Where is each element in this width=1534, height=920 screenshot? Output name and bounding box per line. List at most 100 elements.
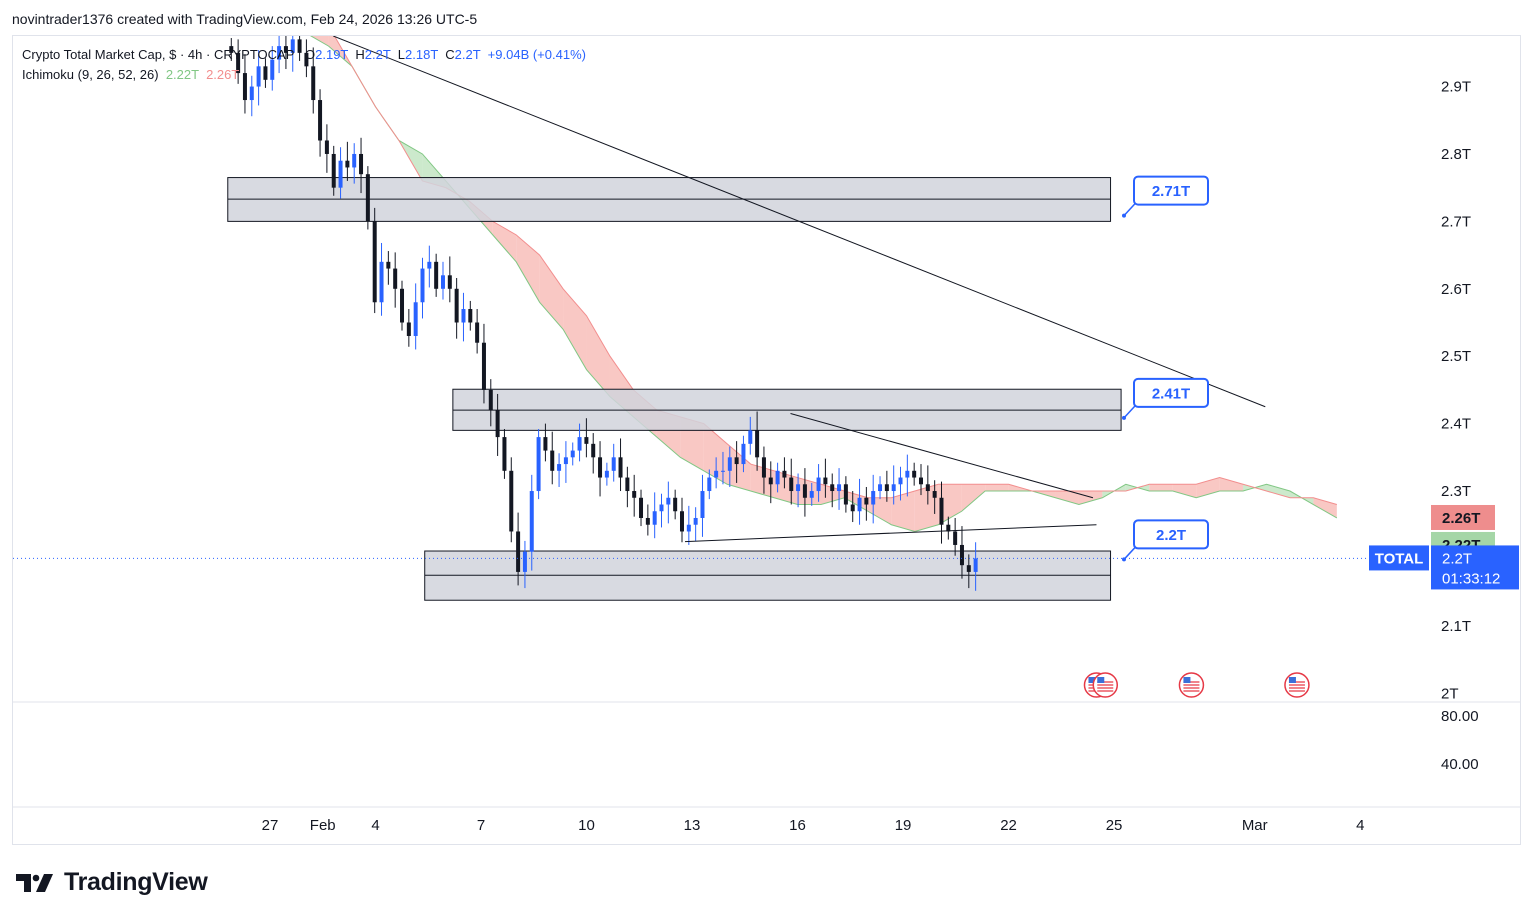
callout-pointer <box>1123 545 1137 560</box>
candle-body <box>878 484 883 492</box>
candle-body <box>468 309 473 323</box>
us-economic-event-icon[interactable] <box>1178 672 1205 698</box>
candle-body <box>611 457 616 471</box>
candle <box>481 323 486 404</box>
candle-body <box>884 484 889 492</box>
candle-body <box>857 497 862 512</box>
us-economic-event-icon[interactable] <box>1092 672 1119 698</box>
candle-body <box>761 457 766 478</box>
candle-body <box>871 491 876 505</box>
candle <box>796 473 801 508</box>
candle-body <box>584 437 589 444</box>
candle <box>236 39 241 84</box>
candle <box>229 38 234 61</box>
candle <box>468 300 473 331</box>
span-b-price-tag: 2.26T <box>1431 504 1495 530</box>
ichimoku-cloud-segment <box>586 315 610 397</box>
ichimoku-span-b-line <box>333 36 1337 505</box>
chart-legend: Crypto Total Market Cap, $ · 4h · CRYPTO… <box>22 45 586 85</box>
candle-body <box>789 477 794 492</box>
candle <box>379 242 384 316</box>
candle-body <box>666 497 671 505</box>
ichimoku-cloud-segment <box>1219 477 1244 492</box>
ichimoku-cloud-segment <box>750 464 775 498</box>
candle-body <box>652 511 657 525</box>
candle <box>406 309 411 347</box>
candle <box>311 47 316 114</box>
y-tick-label: 2.4T <box>1441 416 1471 433</box>
callout-2.71T[interactable]: 2.71T <box>1122 175 1209 218</box>
candle <box>509 457 514 543</box>
candle-body <box>919 477 924 485</box>
candle <box>673 489 678 520</box>
candle <box>898 466 903 501</box>
legend-open-label: O <box>305 47 316 62</box>
candle-body <box>331 153 336 188</box>
candle <box>270 46 275 91</box>
legend-symbol-row: Crypto Total Market Cap, $ · 4h · CRYPTO… <box>22 45 586 65</box>
ichimoku-cloud-segment <box>563 288 587 370</box>
candle <box>283 36 288 70</box>
us-economic-event-icon[interactable] <box>1284 672 1310 698</box>
tradingview-brand[interactable]: TradingView <box>16 868 208 897</box>
candle <box>536 429 541 500</box>
candle-body <box>509 470 514 532</box>
legend-low-label: L <box>397 47 406 62</box>
candle <box>256 50 261 106</box>
candle <box>563 441 568 483</box>
chart-credit: novintrader1376 created with TradingView… <box>12 11 478 27</box>
candle <box>632 474 637 517</box>
candle <box>543 423 548 462</box>
candle-body <box>591 443 596 458</box>
candle <box>400 280 405 331</box>
tradingview-wordmark: TradingView <box>64 868 208 896</box>
candle <box>297 36 302 61</box>
callout-2.41T[interactable]: 2.41T <box>1122 377 1209 420</box>
candle <box>919 464 924 496</box>
candle-body <box>522 551 527 572</box>
candle-body <box>359 153 364 175</box>
y-tick-label: 2.8T <box>1441 146 1471 163</box>
candle-body <box>796 484 801 492</box>
candle <box>686 505 691 545</box>
long-downtrend-line <box>333 36 1266 408</box>
legend-high-value: 2.2T <box>364 47 391 62</box>
candle-body <box>598 457 603 478</box>
x-tick-label: 4 <box>371 817 379 834</box>
candle-body <box>229 46 234 53</box>
ichimoku-cloud-segment <box>1172 484 1197 498</box>
x-tick-label: 16 <box>789 817 806 834</box>
candle-body <box>953 531 958 545</box>
candle-body <box>714 470 719 478</box>
candle <box>352 143 357 184</box>
callout-label: 2.71T <box>1152 183 1190 200</box>
span-b-price-tag-text: 2.26T <box>1442 510 1480 527</box>
candle-body <box>290 39 295 53</box>
candle-body <box>413 302 418 336</box>
span-b-price-tag-bg <box>1431 504 1495 530</box>
candle <box>584 418 589 458</box>
candle <box>939 481 944 544</box>
candle <box>959 526 964 579</box>
candle <box>324 124 329 173</box>
ichimoku-cloud-segment <box>516 234 540 303</box>
ichimoku-cloud-segment <box>961 484 986 512</box>
candle-body <box>393 268 398 289</box>
callout-2.2T[interactable]: 2.2T <box>1122 519 1209 562</box>
candle-body <box>577 437 582 451</box>
bar-countdown-text: 01:33:12 <box>1442 570 1500 587</box>
candle-body <box>570 450 575 458</box>
tradingview-logo-icon <box>16 873 53 892</box>
candle-body <box>632 491 637 498</box>
candle-body <box>618 457 623 478</box>
legend-indicator-row[interactable]: Ichimoku (9, 26, 52, 26) 2.22T 2.26T <box>22 65 586 85</box>
candle-body <box>679 511 684 532</box>
candle <box>475 309 480 354</box>
candle-body <box>236 52 241 74</box>
candle <box>304 39 309 78</box>
y-tick-label: 2.7T <box>1441 213 1471 230</box>
candle-body <box>939 497 944 525</box>
candle-body <box>905 470 910 478</box>
legend-close-value: 2.2T <box>454 47 481 62</box>
